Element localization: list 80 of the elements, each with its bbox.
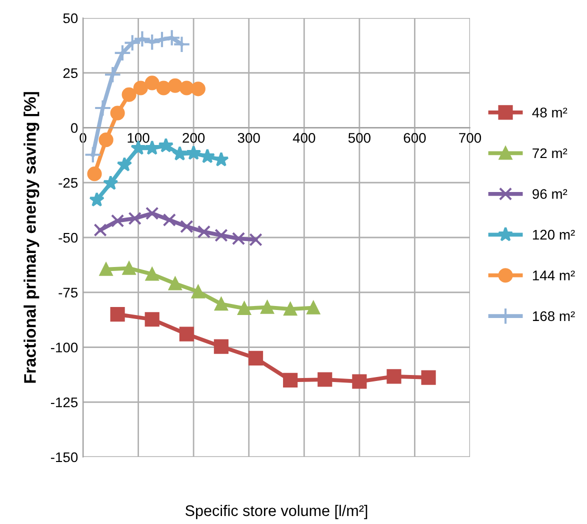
point [249,233,262,246]
point [248,350,264,366]
point [173,36,190,54]
x-tick-label: 200 [182,132,205,143]
point [168,78,182,93]
point [104,66,122,84]
y-tick-label: 25 [63,68,78,78]
y-tick-label: -125 [50,397,78,408]
point [122,262,136,275]
point [186,145,202,160]
y-tick-label: 0 [70,123,78,133]
y-tick-label: -150 [50,452,78,462]
point [200,148,216,164]
point [192,285,205,298]
y-tick-label: -100 [50,342,78,352]
point [214,152,229,166]
y-tick-label: -50 [58,232,78,243]
point [172,146,188,161]
point [179,326,194,342]
point [284,302,297,316]
point [102,175,118,190]
point [122,87,136,102]
point [110,307,125,322]
point [94,223,107,237]
x-tick-label: 100 [128,132,150,143]
x-axis-title: Specific store volume [l/m²] [186,504,368,520]
point [318,372,332,387]
point [156,80,171,96]
legend-label: 120 m² [532,230,575,240]
y-tick-label: -75 [58,288,78,298]
point [163,29,181,46]
point [146,268,159,281]
point [283,372,298,388]
point [214,297,228,311]
x-tick-label: 500 [348,132,370,143]
point [179,80,194,96]
point [144,76,160,90]
y-tick-label: -25 [58,178,78,188]
point [146,206,159,220]
point [421,370,436,385]
point [144,312,160,327]
point [180,220,194,234]
point [190,82,206,96]
point [94,99,112,117]
point [352,374,367,389]
point [162,213,176,227]
point [143,33,161,51]
point [110,106,125,120]
point [99,262,113,276]
point [238,302,251,315]
y-tick-label: 50 [63,13,78,24]
y-axis-title: Fractional primary energy saving [%] [24,92,40,383]
point [197,225,211,238]
point [128,212,142,226]
point [116,156,132,172]
point [89,192,104,207]
point [158,138,174,152]
point [84,146,102,164]
x-tick-label: 300 [238,132,260,143]
point [133,80,148,96]
point [260,300,274,314]
legend-label: 96 m² [532,189,568,199]
point [168,276,182,290]
x-tick-label: 400 [292,132,316,143]
legend-label: 72 m² [532,148,568,158]
point [214,228,228,242]
point [87,166,102,182]
legend-label: 144 m² [532,270,575,280]
legend-label: 48 m² [532,108,568,118]
point [214,339,229,354]
x-tick-label: 600 [404,132,426,143]
point [153,30,171,48]
x-tick-label: 700 [459,132,482,143]
point [110,214,124,228]
point [98,132,114,148]
point [134,30,151,48]
legend-label: 168 m² [532,311,575,322]
point [386,369,402,384]
point [232,232,246,246]
point [306,301,320,314]
